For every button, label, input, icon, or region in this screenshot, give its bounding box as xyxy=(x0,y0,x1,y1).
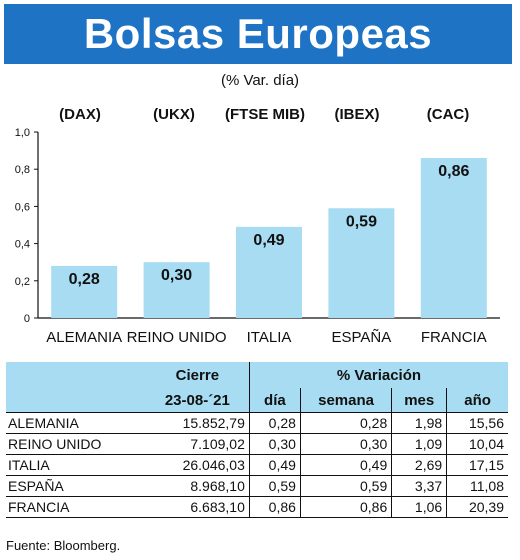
bar-value-label: 0,30 xyxy=(161,267,192,284)
table-cell-name: ALEMANIA xyxy=(6,412,146,434)
table-subheader-date: 23-08-´21 xyxy=(145,388,250,413)
data-table: Cierre % Variación 23-08-´21 día semana … xyxy=(6,362,508,518)
table-cell-day: 0,30 xyxy=(248,433,301,455)
table-cell-month: 1,98 xyxy=(391,412,447,434)
table-cell-year: 10,04 xyxy=(446,433,508,455)
bar-value-label: 0,59 xyxy=(346,213,377,230)
bar-value-label: 0,86 xyxy=(438,163,469,180)
x-category-label: ITALIA xyxy=(247,329,292,346)
bar-value-label: 0,49 xyxy=(253,232,284,249)
table-header-close: Cierre xyxy=(145,362,250,388)
source-note: Fuente: Bloomberg. xyxy=(6,538,121,553)
table-cell-close: 6.683,10 xyxy=(145,496,250,518)
table-cell-year: 11,08 xyxy=(446,475,508,497)
table-cell-year: 15,56 xyxy=(446,412,508,434)
y-tick-label: 0,6 xyxy=(15,201,30,213)
table-cell-month: 1,09 xyxy=(391,433,447,455)
x-category-label: ESPAÑA xyxy=(332,329,392,346)
x-category-label: REINO UNIDO xyxy=(127,329,227,346)
bar xyxy=(328,208,395,318)
index-label: (CAC) xyxy=(426,106,470,123)
bar-value-label: 0,28 xyxy=(69,271,100,288)
table-cell-week: 0,49 xyxy=(299,454,392,476)
table-cell-day: 0,86 xyxy=(248,496,301,518)
bar-chart: 0 0,2 0,4 0,6 0,8 1,0 0,28 ALEMANIA 0,30 REINO UN… xyxy=(15,127,500,346)
table-row: ALEMANIA 15.852,79 0,28 0,28 1,98 15,56 xyxy=(6,412,508,434)
bar xyxy=(143,262,210,318)
table-header-blank xyxy=(6,362,146,388)
table-cell-day: 0,59 xyxy=(248,475,301,497)
chart-subtitle: (% Var. día) xyxy=(220,72,300,89)
table-cell-week: 0,59 xyxy=(299,475,392,497)
table-subheader-year: año xyxy=(446,388,508,413)
y-tick-label: 0,4 xyxy=(15,239,30,251)
table-cell-month: 3,37 xyxy=(391,475,447,497)
index-label: (UKX) xyxy=(153,106,195,123)
index-label: (IBEX) xyxy=(334,106,380,123)
table-row: FRANCIA 6.683,10 0,86 0,86 1,06 20,39 xyxy=(6,496,508,518)
table-cell-close: 7.109,02 xyxy=(145,433,250,455)
table-subheader-month: mes xyxy=(391,388,447,413)
table-cell-close: 8.968,10 xyxy=(145,475,250,497)
table-header-variation: % Variación xyxy=(248,362,508,388)
y-tick-label: 0 xyxy=(24,313,30,325)
page-title: Bolsas Europeas xyxy=(4,4,512,64)
table-cell-week: 0,28 xyxy=(299,412,392,434)
table-cell-month: 1,06 xyxy=(391,496,447,518)
x-category-label: ALEMANIA xyxy=(46,329,122,346)
index-label: (FTSE MIB) xyxy=(225,106,305,123)
table-cell-close: 26.046,03 xyxy=(145,454,250,476)
table-cell-year: 17,15 xyxy=(446,454,508,476)
data-table-container: Cierre % Variación 23-08-´21 día semana … xyxy=(6,362,508,518)
x-category-label: FRANCIA xyxy=(421,329,487,346)
table-subheader-blank xyxy=(6,388,146,413)
table-subheader-day: día xyxy=(248,388,301,413)
table-subheader-week: semana xyxy=(299,388,392,413)
index-label: (DAX) xyxy=(59,106,101,123)
y-tick-label: 0,8 xyxy=(15,164,30,176)
y-tick-label: 1,0 xyxy=(15,127,30,139)
table-cell-month: 2,69 xyxy=(391,454,447,476)
table-cell-name: REINO UNIDO xyxy=(6,433,146,455)
table-cell-week: 0,30 xyxy=(299,433,392,455)
table-row: REINO UNIDO 7.109,02 0,30 0,30 1,09 10,04 xyxy=(6,433,508,455)
y-tick-label: 0,2 xyxy=(15,276,30,288)
table-cell-name: ESPAÑA xyxy=(6,475,146,497)
table-cell-name: ITALIA xyxy=(6,454,146,476)
bar xyxy=(51,265,118,318)
table-cell-name: FRANCIA xyxy=(6,496,146,518)
table-cell-year: 20,39 xyxy=(446,496,508,518)
bar xyxy=(420,158,487,318)
table-cell-week: 0,86 xyxy=(299,496,392,518)
table-row: ITALIA 26.046,03 0,49 0,49 2,69 17,15 xyxy=(6,454,508,476)
table-row: ESPAÑA 8.968,10 0,59 0,59 3,37 11,08 xyxy=(6,475,508,497)
table-cell-day: 0,49 xyxy=(248,454,301,476)
table-cell-day: 0,28 xyxy=(248,412,301,434)
table-cell-close: 15.852,79 xyxy=(145,412,250,434)
bar xyxy=(236,226,302,318)
